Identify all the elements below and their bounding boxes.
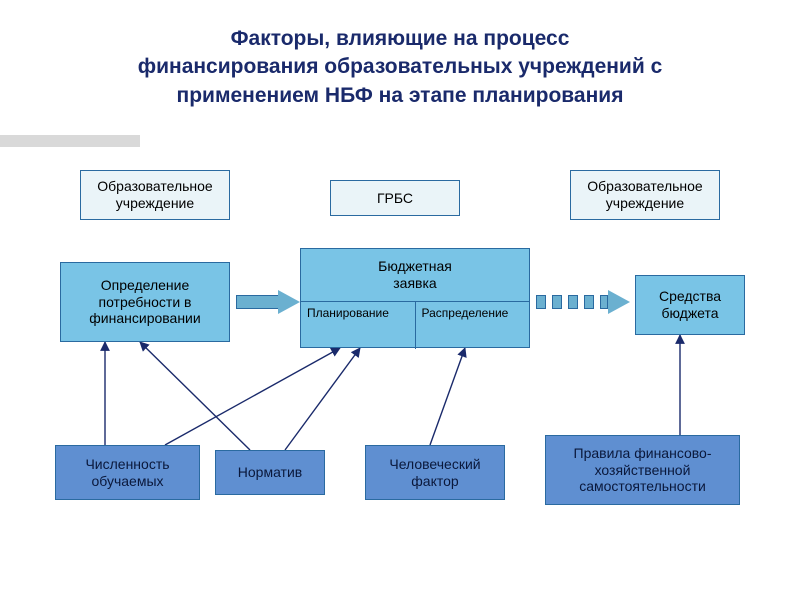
- box-edu_left: Образовательное учреждение: [80, 170, 230, 220]
- box-need: Определение потребности в финансировании: [60, 262, 230, 342]
- arrow-budget-to-funds: [536, 290, 630, 314]
- budget-cell-1: Распределение: [416, 301, 530, 349]
- box-human: Человеческий фактор: [365, 445, 505, 500]
- arrow-human-to-dist: [430, 348, 465, 445]
- box-rules: Правила финансово- хозяйственной самосто…: [545, 435, 740, 505]
- budget-cell-0: Планирование: [301, 301, 416, 349]
- box-norm: Норматив: [215, 450, 325, 495]
- box-edu_right: Образовательное учреждение: [570, 170, 720, 220]
- budget-header: Бюджетная заявка: [301, 249, 529, 301]
- arrow-need-to-budget: [236, 290, 300, 314]
- diagram-title: Факторы, влияющие на процесс финансирова…: [60, 25, 740, 110]
- arrow-count-to-plan: [165, 348, 340, 445]
- arrow-norm-to-need: [140, 342, 250, 450]
- box-count: Численность обучаемых: [55, 445, 200, 500]
- box-grbs: ГРБС: [330, 180, 460, 216]
- accent-bar: [0, 135, 140, 147]
- box-funds: Средства бюджета: [635, 275, 745, 335]
- box-budget-request: Бюджетная заявкаПланированиеРаспределени…: [300, 248, 530, 348]
- arrow-norm-to-plan: [285, 348, 360, 450]
- diagram-canvas: Факторы, влияющие на процесс финансирова…: [0, 0, 800, 600]
